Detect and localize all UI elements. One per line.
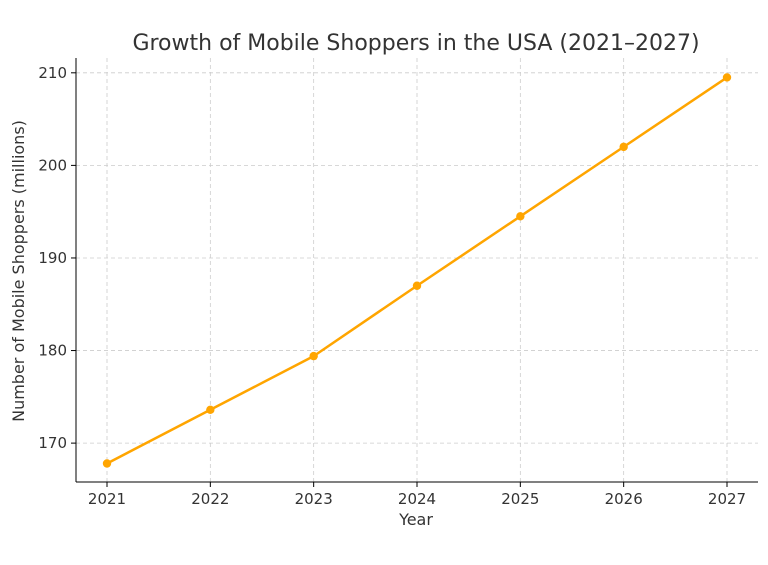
x-axis-title: Year	[398, 510, 433, 529]
x-tick-label: 2024	[398, 490, 436, 508]
series-layer	[102, 73, 732, 468]
data-point	[619, 142, 628, 152]
data-point	[206, 405, 215, 414]
x-tick-label: 2027	[708, 490, 746, 508]
y-tick-label: 200	[38, 156, 67, 174]
y-tick-label: 180	[38, 342, 67, 360]
tick-labels: 2021 2022 2023 2024 2025 2026 2027 170 180 190 200…	[38, 64, 746, 508]
y-tick-label: 210	[38, 64, 67, 82]
axes	[71, 58, 758, 487]
data-point	[102, 459, 112, 468]
x-tick-label: 2025	[501, 490, 539, 508]
data-point	[516, 212, 525, 221]
data-point	[309, 351, 318, 361]
data-point	[722, 73, 732, 82]
x-tick-label: 2022	[191, 490, 229, 508]
y-tick-label: 190	[38, 249, 67, 267]
grid	[76, 58, 758, 482]
x-tick-label: 2026	[605, 490, 643, 508]
x-tick-label: 2023	[295, 490, 333, 508]
y-tick-label: 170	[38, 434, 67, 452]
chart-title: Growth of Mobile Shoppers in the USA (20…	[132, 31, 699, 56]
x-tick-label: 2021	[88, 490, 126, 508]
y-axis-title: Number of Mobile Shoppers (millions)	[9, 120, 28, 422]
data-point	[412, 281, 422, 290]
